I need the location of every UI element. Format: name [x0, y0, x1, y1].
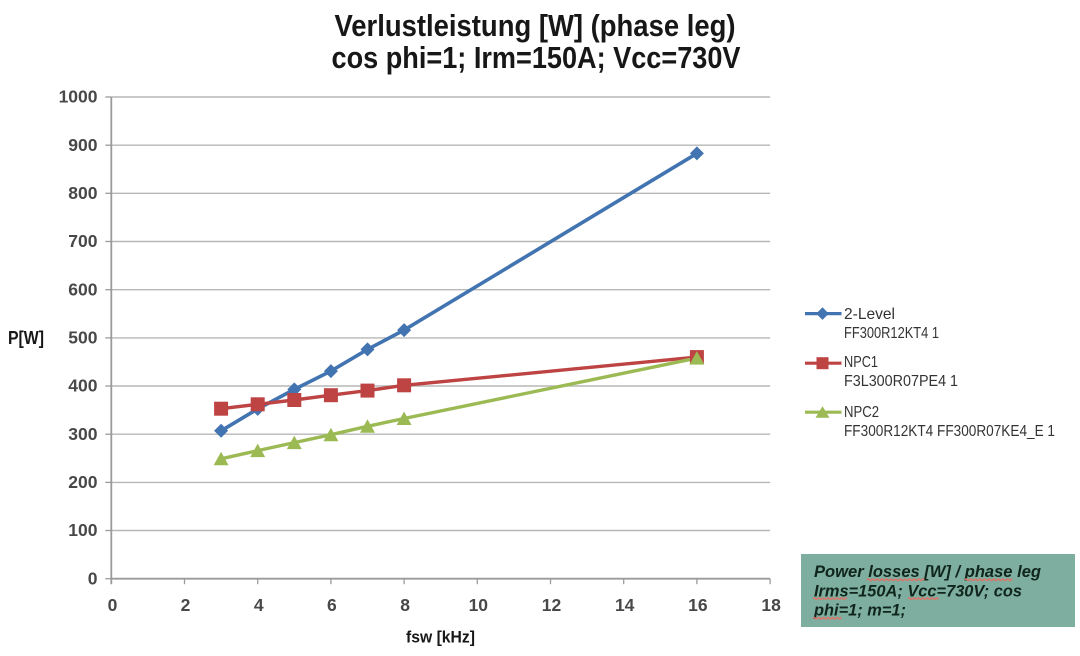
- svg-text:P[W]: P[W]: [8, 328, 44, 348]
- svg-text:FF300R12KT4 1: FF300R12KT4 1: [844, 325, 939, 342]
- svg-text:16: 16: [688, 595, 708, 615]
- svg-text:300: 300: [68, 424, 97, 444]
- svg-text:6: 6: [327, 595, 337, 615]
- svg-text:600: 600: [68, 279, 97, 299]
- svg-text:Power losses [W] / phase leg: Power losses [W] / phase leg: [814, 563, 1041, 581]
- svg-text:800: 800: [68, 183, 97, 203]
- svg-text:NPC1: NPC1: [844, 354, 878, 371]
- svg-text:cos phi=1; Irm=150A; Vcc=730V: cos phi=1; Irm=150A; Vcc=730V: [332, 40, 741, 75]
- svg-text:2-Level: 2-Level: [844, 306, 895, 323]
- svg-text:NPC2: NPC2: [844, 404, 879, 421]
- svg-text:1000: 1000: [59, 87, 98, 107]
- svg-text:0: 0: [88, 568, 98, 588]
- svg-text:500: 500: [68, 328, 97, 348]
- svg-text:12: 12: [542, 595, 562, 615]
- svg-text:200: 200: [68, 472, 97, 492]
- svg-text:2: 2: [181, 595, 191, 615]
- svg-text:4: 4: [254, 595, 264, 615]
- svg-text:400: 400: [68, 376, 97, 396]
- svg-text:10: 10: [469, 595, 489, 615]
- svg-text:phi=1; m=1;: phi=1; m=1;: [813, 602, 906, 620]
- svg-text:8: 8: [400, 595, 410, 615]
- svg-text:Verlustleistung [W] (phase leg: Verlustleistung [W] (phase leg): [335, 8, 736, 43]
- svg-text:700: 700: [68, 231, 97, 251]
- svg-text:18: 18: [761, 595, 781, 615]
- svg-text:0: 0: [108, 595, 118, 615]
- svg-text:FF300R12KT4 FF300R07KE4_E 1: FF300R12KT4 FF300R07KE4_E 1: [844, 423, 1055, 440]
- svg-text:900: 900: [68, 135, 97, 155]
- svg-text:100: 100: [68, 520, 97, 540]
- svg-text:14: 14: [615, 595, 635, 615]
- svg-text:Irms=150A; Vcc=730V; cos: Irms=150A; Vcc=730V; cos: [814, 583, 1022, 601]
- svg-text:F3L300R07PE4 1: F3L300R07PE4 1: [844, 373, 958, 390]
- svg-text:fsw [kHz]: fsw [kHz]: [406, 628, 475, 647]
